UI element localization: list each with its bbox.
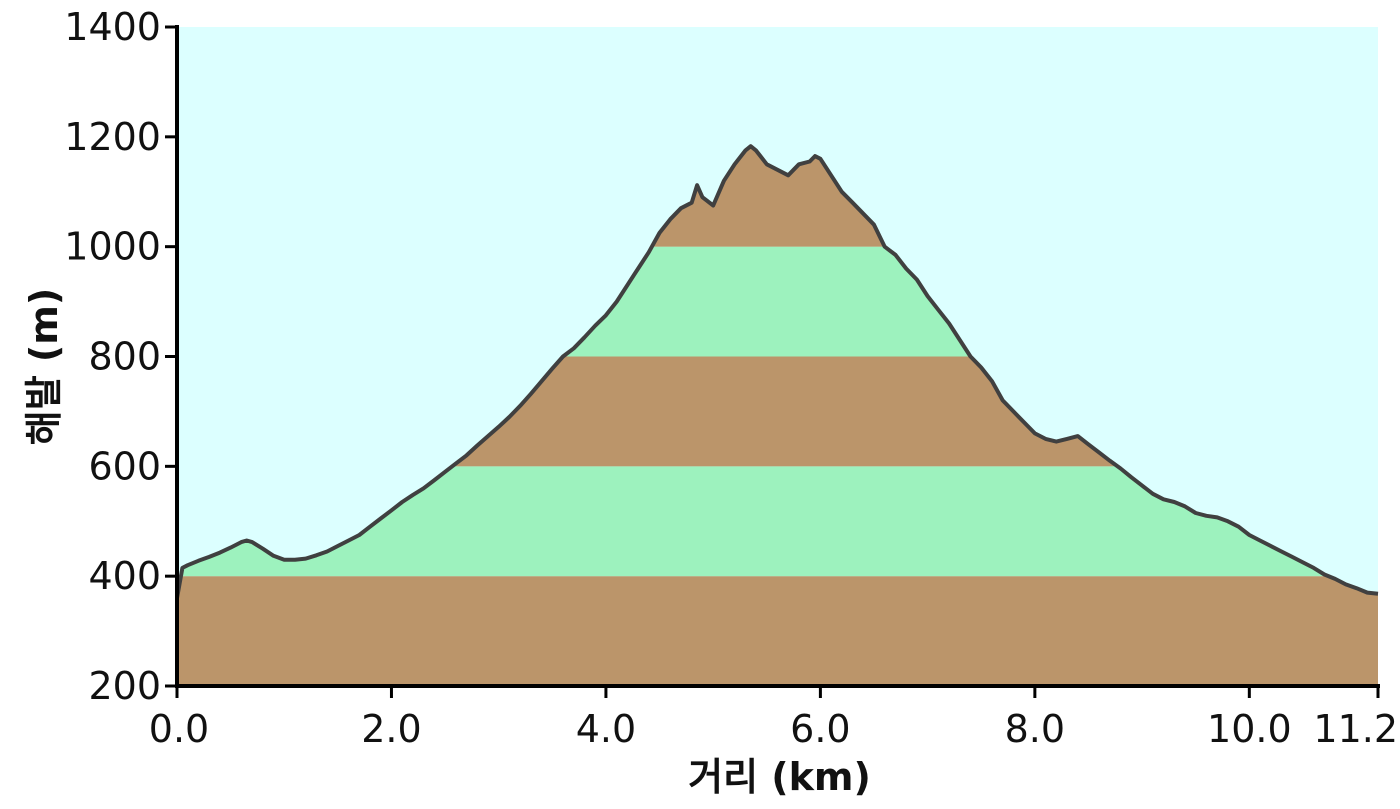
y-tick-label: 1000 bbox=[64, 225, 161, 269]
x-tick-label: 10.0 bbox=[1207, 707, 1292, 751]
y-tick-label: 1400 bbox=[64, 5, 161, 49]
y-tick-label: 1200 bbox=[64, 115, 161, 159]
y-axis-ticks: 200 400 600 800 1000 1200 1400 bbox=[64, 5, 177, 708]
x-tick-label: 4.0 bbox=[576, 707, 636, 751]
x-tick-label: 11.2 bbox=[1313, 707, 1398, 751]
x-tick-label: 2.0 bbox=[361, 707, 421, 751]
x-tick-label: 8.0 bbox=[1005, 707, 1065, 751]
y-axis-title: 해발 (m) bbox=[22, 288, 66, 445]
y-tick-label: 200 bbox=[88, 664, 161, 708]
x-tick-label: 6.0 bbox=[790, 707, 850, 751]
y-tick-label: 600 bbox=[88, 444, 161, 488]
y-tick-label: 400 bbox=[88, 554, 161, 598]
elevation-profile-line bbox=[175, 144, 1379, 599]
elevation-band bbox=[177, 576, 1378, 686]
x-tick-label: 0.0 bbox=[149, 707, 209, 751]
x-axis-title: 거리 (km) bbox=[688, 755, 871, 799]
x-axis-ticks: 0.0 2.0 4.0 6.0 8.0 10.0 11.2 bbox=[149, 686, 1398, 751]
y-tick-label: 800 bbox=[88, 335, 161, 379]
